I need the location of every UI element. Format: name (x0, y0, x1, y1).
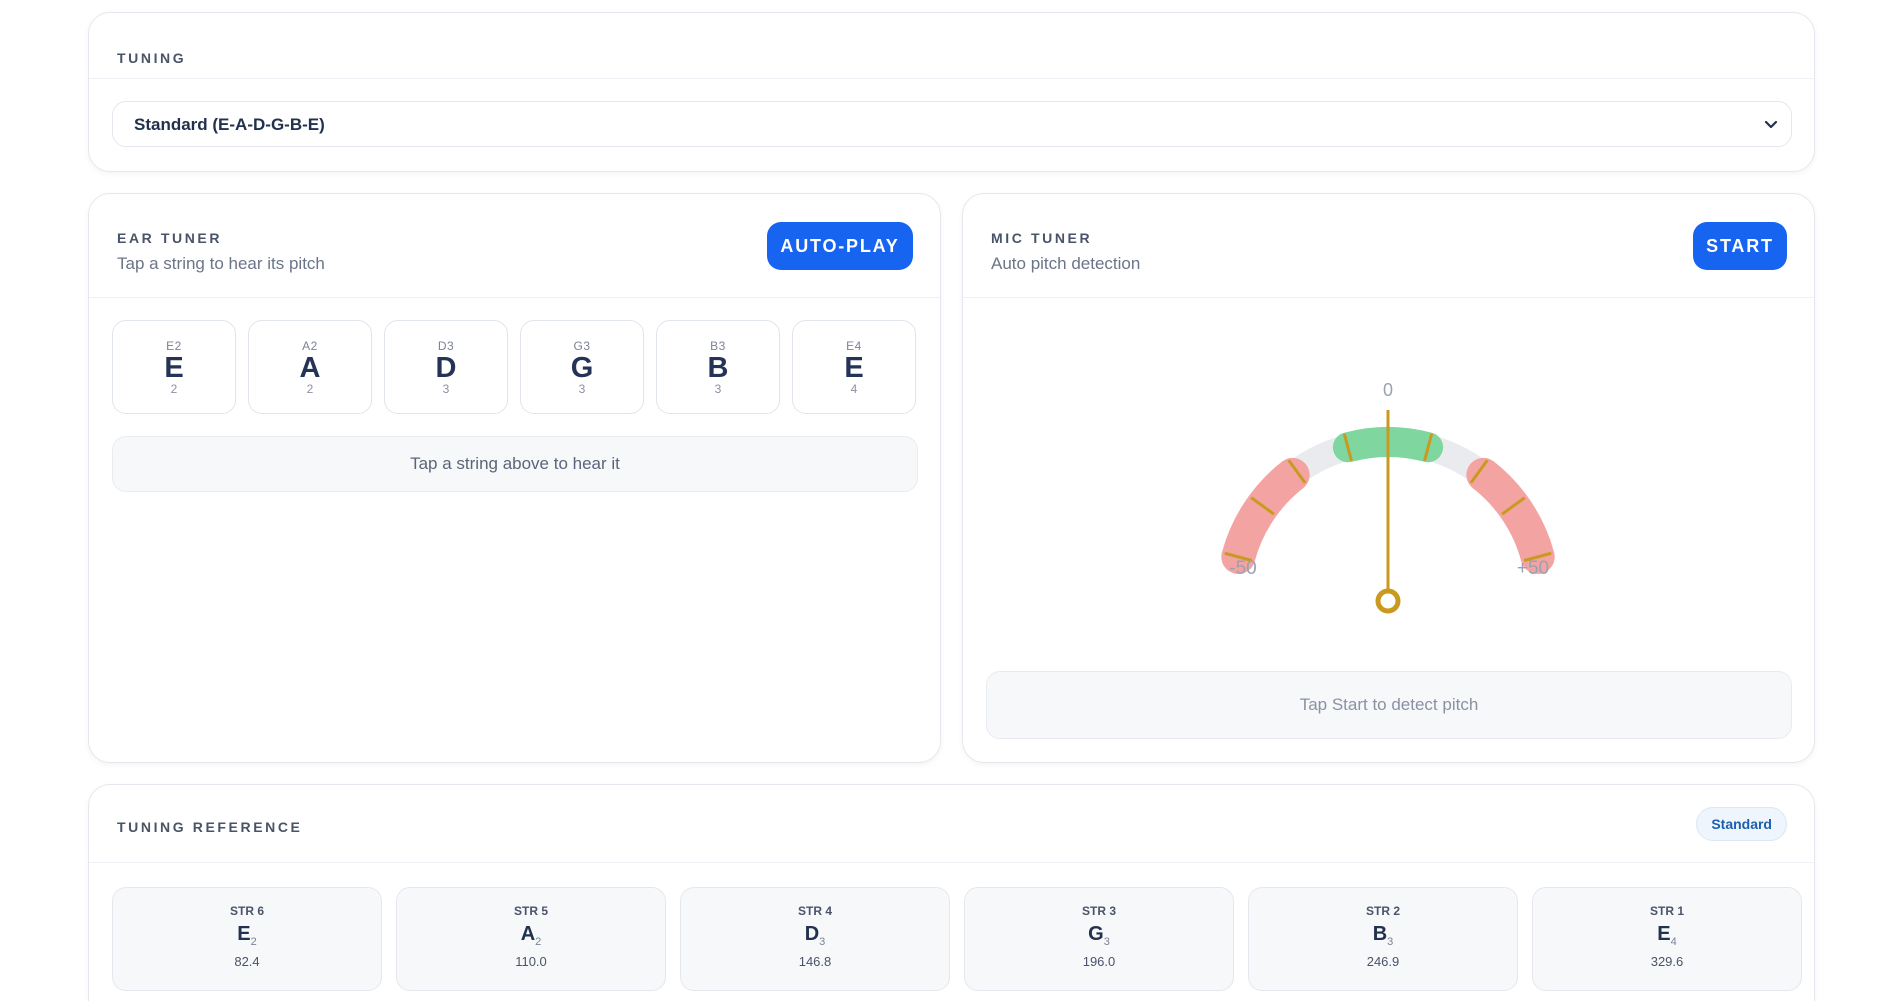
string-button-d3[interactable]: D3 D 3 (384, 320, 508, 414)
ear-tuner-hint: Tap a string above to hear it (112, 436, 918, 492)
reference-string: STR 3 G3 196.0 (964, 887, 1234, 991)
gauge-tick (1250, 496, 1275, 516)
tuning-reference-heading: TUNING REFERENCE (117, 819, 303, 835)
reference-string-frequency: 82.4 (234, 954, 260, 969)
string-octave: 3 (442, 382, 450, 396)
reference-string-note: E4 (1657, 923, 1677, 948)
reference-string-label: STR 4 (797, 904, 832, 918)
gauge-tick (1287, 459, 1307, 484)
string-octave: 3 (714, 382, 722, 396)
reference-string-note: E2 (237, 923, 257, 948)
tuner-gauge: 0 -50 +50 (1221, 380, 1555, 614)
auto-play-button[interactable]: AUTO-PLAY (767, 222, 913, 270)
string-note: E (164, 352, 184, 384)
reference-string-note: B3 (1372, 923, 1394, 948)
mic-tuner-subtitle: Auto pitch detection (991, 254, 1141, 273)
reference-string-label: STR 1 (1649, 904, 1684, 918)
mic-tuner-hint: Tap Start to detect pitch (986, 671, 1792, 739)
reference-string-label: STR 5 (513, 904, 548, 918)
start-button[interactable]: START (1693, 222, 1787, 270)
string-button-e4[interactable]: E4 E 4 (792, 320, 916, 414)
reference-string-label: STR 3 (1081, 904, 1116, 918)
tuning-card-header: TUNING (89, 13, 1814, 79)
string-label: E4 (846, 339, 862, 353)
gauge-sharp-zone (1466, 457, 1555, 574)
tuning-reference-header: TUNING REFERENCE Standard (89, 785, 1814, 863)
ear-tuner-subtitle: Tap a string to hear its pitch (117, 254, 325, 273)
mic-tuner-header: MIC TUNER Auto pitch detection START (963, 194, 1814, 298)
tuning-reference-card: TUNING REFERENCE Standard STR 6 E2 82.4 … (88, 784, 1815, 1001)
tuning-card: TUNING Standard (E-A-D-G-B-E) (88, 12, 1815, 172)
reference-string-note: A2 (520, 923, 542, 948)
string-button-a2[interactable]: A2 A 2 (248, 320, 372, 414)
reference-string-frequency: 329.6 (1650, 954, 1684, 969)
gauge-ticks (1224, 433, 1552, 562)
gauge-flat-zone (1221, 457, 1310, 574)
string-note: A (299, 352, 321, 384)
tuning-select-value: Standard (E-A-D-G-B-E) (134, 115, 325, 134)
gauge-tick (1469, 459, 1489, 484)
chevron-down-icon (1764, 120, 1778, 129)
reference-string: STR 2 B3 246.9 (1248, 887, 1518, 991)
string-octave: 4 (850, 382, 858, 396)
reference-string-frequency: 246.9 (1366, 954, 1400, 969)
gauge-tick (1501, 496, 1526, 516)
tuning-badge: Standard (1696, 807, 1787, 841)
gauge-min-label: -50 (1229, 558, 1256, 579)
reference-string-frequency: 110.0 (515, 954, 547, 969)
string-label: D3 (437, 339, 455, 353)
reference-string: STR 5 A2 110.0 (396, 887, 666, 991)
string-octave: 2 (306, 382, 314, 396)
string-note: D (435, 352, 457, 384)
gauge-pivot (1375, 588, 1401, 614)
reference-string-frequency: 196.0 (1082, 954, 1116, 969)
reference-string: STR 6 E2 82.4 (112, 887, 382, 991)
ear-tuner-header: EAR TUNER Tap a string to hear its pitch… (89, 194, 940, 298)
tuning-select[interactable]: Standard (E-A-D-G-B-E) (112, 101, 1792, 147)
reference-string: STR 4 D3 146.8 (680, 887, 950, 991)
gauge-tick (1342, 433, 1353, 462)
gauge-center-label: 0 (1383, 380, 1393, 400)
reference-string: STR 1 E4 329.6 (1532, 887, 1802, 991)
gauge-max-label: +50 (1517, 558, 1549, 579)
string-note: B (707, 352, 729, 384)
reference-string-frequency: 146.8 (798, 954, 832, 969)
string-button-g3[interactable]: G3 G 3 (520, 320, 644, 414)
string-octave: 3 (578, 382, 586, 396)
reference-string-label: STR 2 (1365, 904, 1400, 918)
ear-tuner-heading: EAR TUNER (117, 230, 223, 246)
reference-string-note: G3 (1088, 923, 1110, 948)
string-note: G (570, 352, 594, 384)
string-button-e2[interactable]: E2 E 2 (112, 320, 236, 414)
gauge-tick (1523, 551, 1552, 562)
gauge-tick (1224, 551, 1253, 562)
string-label: E2 (166, 339, 182, 353)
tuning-heading: TUNING (117, 50, 187, 66)
string-label: B3 (710, 339, 726, 353)
ear-tuner-card: EAR TUNER Tap a string to hear its pitch… (88, 193, 941, 763)
string-octave: 2 (170, 382, 178, 396)
mic-tuner-heading: MIC TUNER (991, 230, 1093, 246)
string-button-b3[interactable]: B3 B 3 (656, 320, 780, 414)
string-label: G3 (573, 339, 591, 353)
reference-string-note: D3 (804, 923, 826, 948)
mic-tuner-card: MIC TUNER Auto pitch detection START 0 -… (962, 193, 1815, 763)
string-note: E (844, 352, 864, 384)
reference-string-label: STR 6 (229, 904, 264, 918)
gauge-tick (1423, 433, 1434, 462)
string-label: A2 (302, 339, 318, 353)
